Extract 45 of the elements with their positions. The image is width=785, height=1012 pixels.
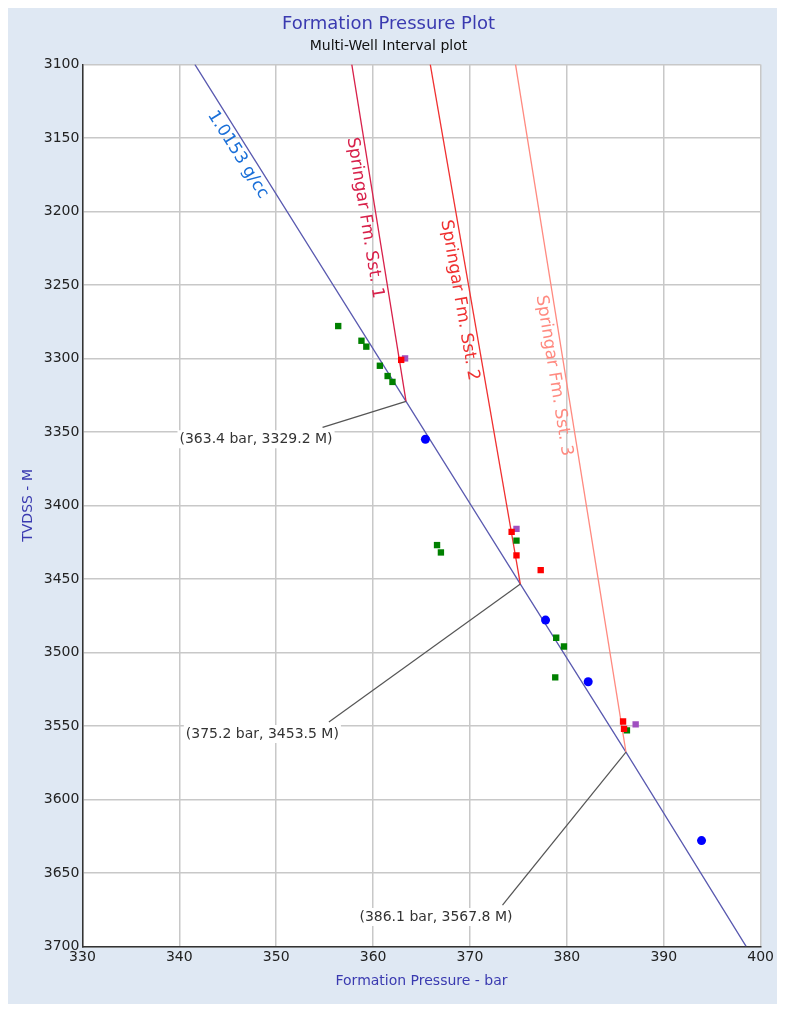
- point: [363, 343, 370, 350]
- y-tick-label: 3450: [43, 569, 80, 586]
- annotation: (363.4 bar, 3329.2 M): [179, 429, 333, 446]
- point: [583, 677, 593, 687]
- y-tick-label: 3200: [43, 202, 80, 219]
- text: Springar Fm. Sst. 1: [343, 135, 390, 300]
- y-tick-label: 3250: [43, 275, 80, 292]
- x-tick-label: 390: [650, 948, 678, 965]
- y-tick-label: 3400: [43, 496, 80, 513]
- point: [552, 674, 559, 681]
- y-tick-label: 3300: [43, 349, 80, 366]
- annotation: (386.1 bar, 3567.8 M): [359, 907, 513, 924]
- x-tick-label: 340: [165, 948, 193, 965]
- point: [389, 378, 396, 386]
- x-tick-label: 400: [747, 948, 775, 965]
- x-axis-title: Formation Pressure - bar: [335, 972, 508, 989]
- point: [358, 337, 365, 344]
- y-tick-label: 3600: [43, 790, 80, 807]
- x-tick-label: 360: [359, 948, 387, 965]
- y-tick-label: 3350: [43, 422, 80, 439]
- point: [437, 549, 445, 556]
- text: Springar Fm. Sst. 2: [437, 218, 485, 382]
- point: [560, 643, 568, 650]
- x-tick-label: 350: [262, 948, 290, 965]
- point: [513, 552, 520, 559]
- y-tick-label: 3550: [43, 716, 80, 733]
- text: Springar Fm. Sst. 3: [532, 293, 579, 458]
- y-tick-label: 3100: [43, 55, 80, 72]
- x-tick-label: 370: [456, 948, 484, 965]
- y-axis-title: TVDSS - M: [19, 469, 36, 543]
- annotation: (375.2 bar, 3453.5 M): [185, 724, 339, 741]
- point: [420, 434, 430, 444]
- point: [508, 528, 515, 536]
- point: [697, 836, 707, 846]
- chart-subtitle: Multi-Well Interval plot: [309, 36, 468, 53]
- point: [632, 721, 639, 728]
- y-tick-label: 3500: [43, 643, 80, 660]
- point: [513, 537, 520, 544]
- y-tick-label: 3150: [43, 128, 80, 145]
- point: [384, 372, 391, 380]
- point: [541, 615, 551, 625]
- chart-title: Formation Pressure Plot: [281, 12, 496, 34]
- y-tick-label: 3650: [43, 863, 80, 880]
- x-tick-label: 380: [553, 948, 581, 965]
- point: [619, 718, 627, 725]
